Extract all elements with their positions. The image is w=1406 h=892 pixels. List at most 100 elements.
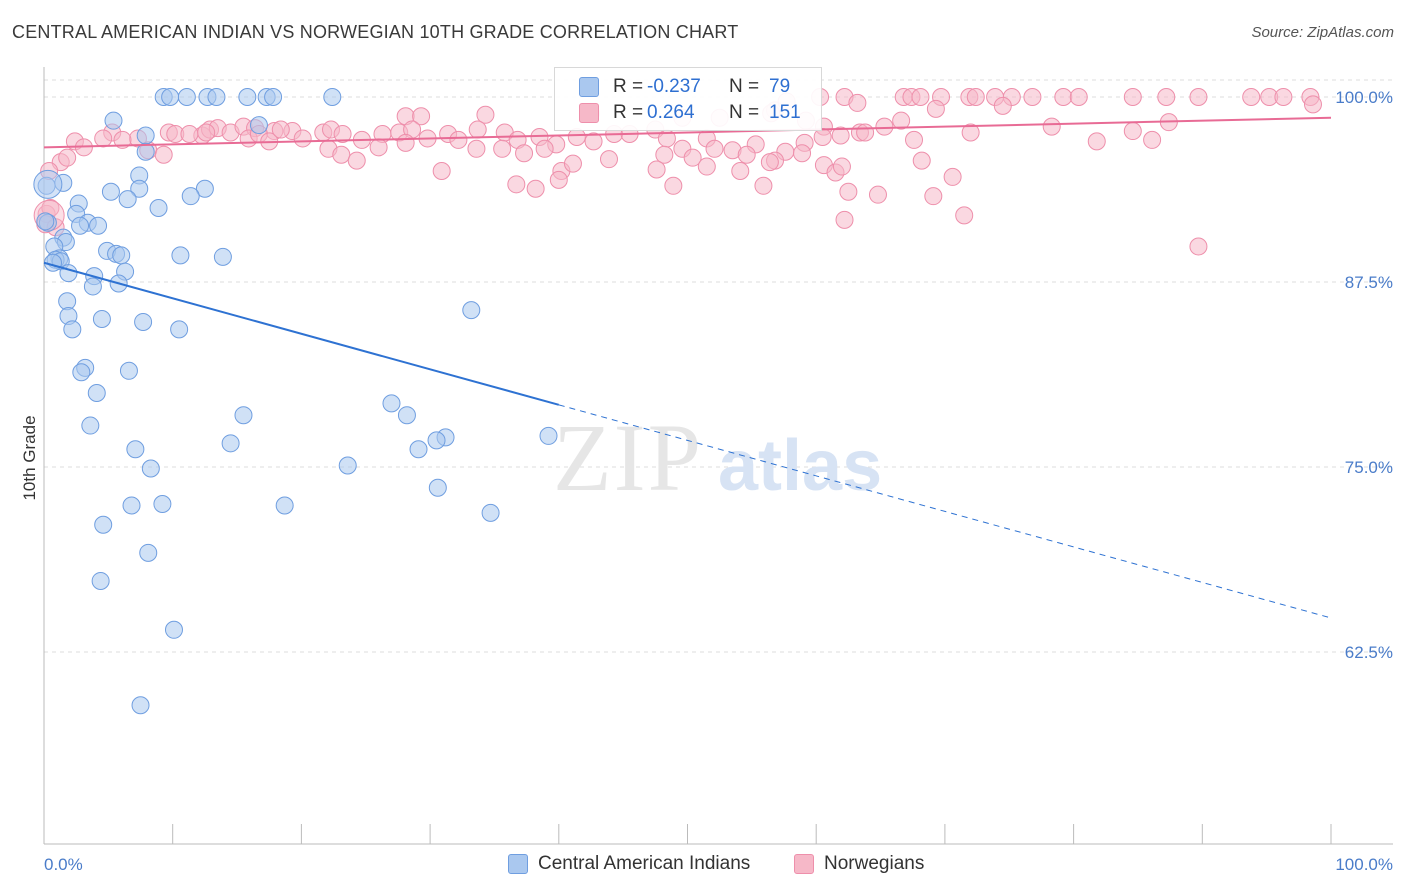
data-point <box>731 162 750 180</box>
data-point <box>481 503 500 522</box>
data-point <box>1123 122 1142 141</box>
central-american-indians-points <box>33 88 558 715</box>
data-point <box>961 123 980 142</box>
legend-r-label: R = <box>613 76 644 97</box>
y-tick-label: 87.5% <box>1345 273 1393 292</box>
y-tick-label: 75.0% <box>1345 458 1393 477</box>
data-point <box>141 459 160 478</box>
data-point <box>89 216 108 235</box>
data-point <box>526 179 545 198</box>
data-point <box>126 440 145 459</box>
data-point <box>72 363 91 382</box>
data-point <box>993 96 1012 115</box>
data-point <box>195 179 214 198</box>
data-point <box>181 187 200 206</box>
y-tick-labels: 100.0% 87.5% 75.0% 62.5% <box>1335 88 1393 662</box>
data-point <box>180 125 199 143</box>
legend-r-label: R = <box>613 102 644 123</box>
data-point <box>955 206 974 225</box>
data-point <box>92 310 111 328</box>
legend-row-blue: R = -0.237 N = 79 <box>579 75 790 99</box>
data-point <box>493 139 512 158</box>
data-point <box>1303 95 1322 114</box>
data-point <box>549 170 568 189</box>
data-point <box>369 138 388 157</box>
data-point <box>911 88 930 106</box>
data-point <box>832 157 851 176</box>
data-point <box>1042 117 1061 136</box>
data-point <box>112 246 131 265</box>
data-point <box>264 88 283 106</box>
data-point <box>468 120 487 139</box>
data-point <box>221 434 240 453</box>
data-point <box>515 144 534 163</box>
y-axis-label: 10th Grade <box>20 415 39 500</box>
legend-row-pink: R = 0.264 N = 151 <box>579 101 801 125</box>
y-tick-label: 62.5% <box>1345 643 1393 662</box>
data-point <box>83 277 102 296</box>
data-point <box>153 495 172 513</box>
data-point <box>428 478 447 497</box>
data-point <box>1274 88 1293 106</box>
data-point <box>81 416 100 435</box>
data-point <box>71 216 90 235</box>
data-point <box>338 456 357 475</box>
data-point <box>409 440 428 459</box>
data-point <box>1242 88 1261 106</box>
data-point <box>1189 88 1208 106</box>
data-point <box>507 175 526 194</box>
x-tick-label: 100.0% <box>1335 855 1393 874</box>
data-point <box>213 247 232 266</box>
legend-n-value: 151 <box>769 102 801 123</box>
trend-line-central-american-indians-extension <box>558 404 1332 619</box>
data-point <box>332 145 351 164</box>
data-point <box>535 139 554 158</box>
y-tick-label: 100.0% <box>1335 88 1393 107</box>
data-point <box>177 88 196 106</box>
data-point <box>271 120 290 139</box>
data-point <box>122 496 141 515</box>
data-point <box>848 93 867 112</box>
data-point <box>197 123 216 142</box>
data-point <box>926 99 945 118</box>
legend-swatch-blue <box>579 77 599 97</box>
data-point <box>943 167 962 186</box>
legend-item-central-american-indians[interactable]: Central American Indians <box>508 852 750 876</box>
data-point <box>449 130 468 149</box>
source-label: Source: ZipAtlas.com <box>1251 24 1394 41</box>
data-point <box>238 88 257 106</box>
legend-swatch-pink <box>794 854 814 874</box>
legend-n-label: N = <box>729 102 760 123</box>
data-point <box>760 153 779 172</box>
watermark: ZIP atlas <box>553 404 882 511</box>
data-point <box>94 129 113 148</box>
data-point <box>567 127 586 146</box>
data-point <box>396 133 415 152</box>
data-point <box>432 162 451 180</box>
legend-series-label: Norwegians <box>824 853 925 874</box>
data-point <box>705 139 724 158</box>
data-point <box>813 127 832 146</box>
data-point <box>1157 88 1176 106</box>
data-point <box>966 88 985 106</box>
data-point <box>171 246 190 265</box>
data-point <box>136 126 155 145</box>
legend-n-value: 79 <box>769 76 791 97</box>
x-tick-label: 0.0% <box>44 855 83 874</box>
data-point <box>87 384 106 402</box>
x-tick-labels: 0.0% 100.0% <box>44 855 1393 874</box>
data-point <box>149 199 168 217</box>
data-point <box>856 123 875 142</box>
data-point <box>839 182 858 201</box>
data-point <box>161 88 180 106</box>
data-point <box>104 111 123 130</box>
data-point <box>134 312 153 331</box>
data-point <box>170 320 189 339</box>
legend-r-value: 0.264 <box>647 102 695 123</box>
data-point <box>683 148 702 167</box>
data-point <box>1054 88 1073 106</box>
data-point <box>905 130 924 149</box>
trend-lines <box>43 116 1332 619</box>
data-point <box>207 88 226 106</box>
legend-item-norwegians[interactable]: Norwegians <box>794 852 924 876</box>
